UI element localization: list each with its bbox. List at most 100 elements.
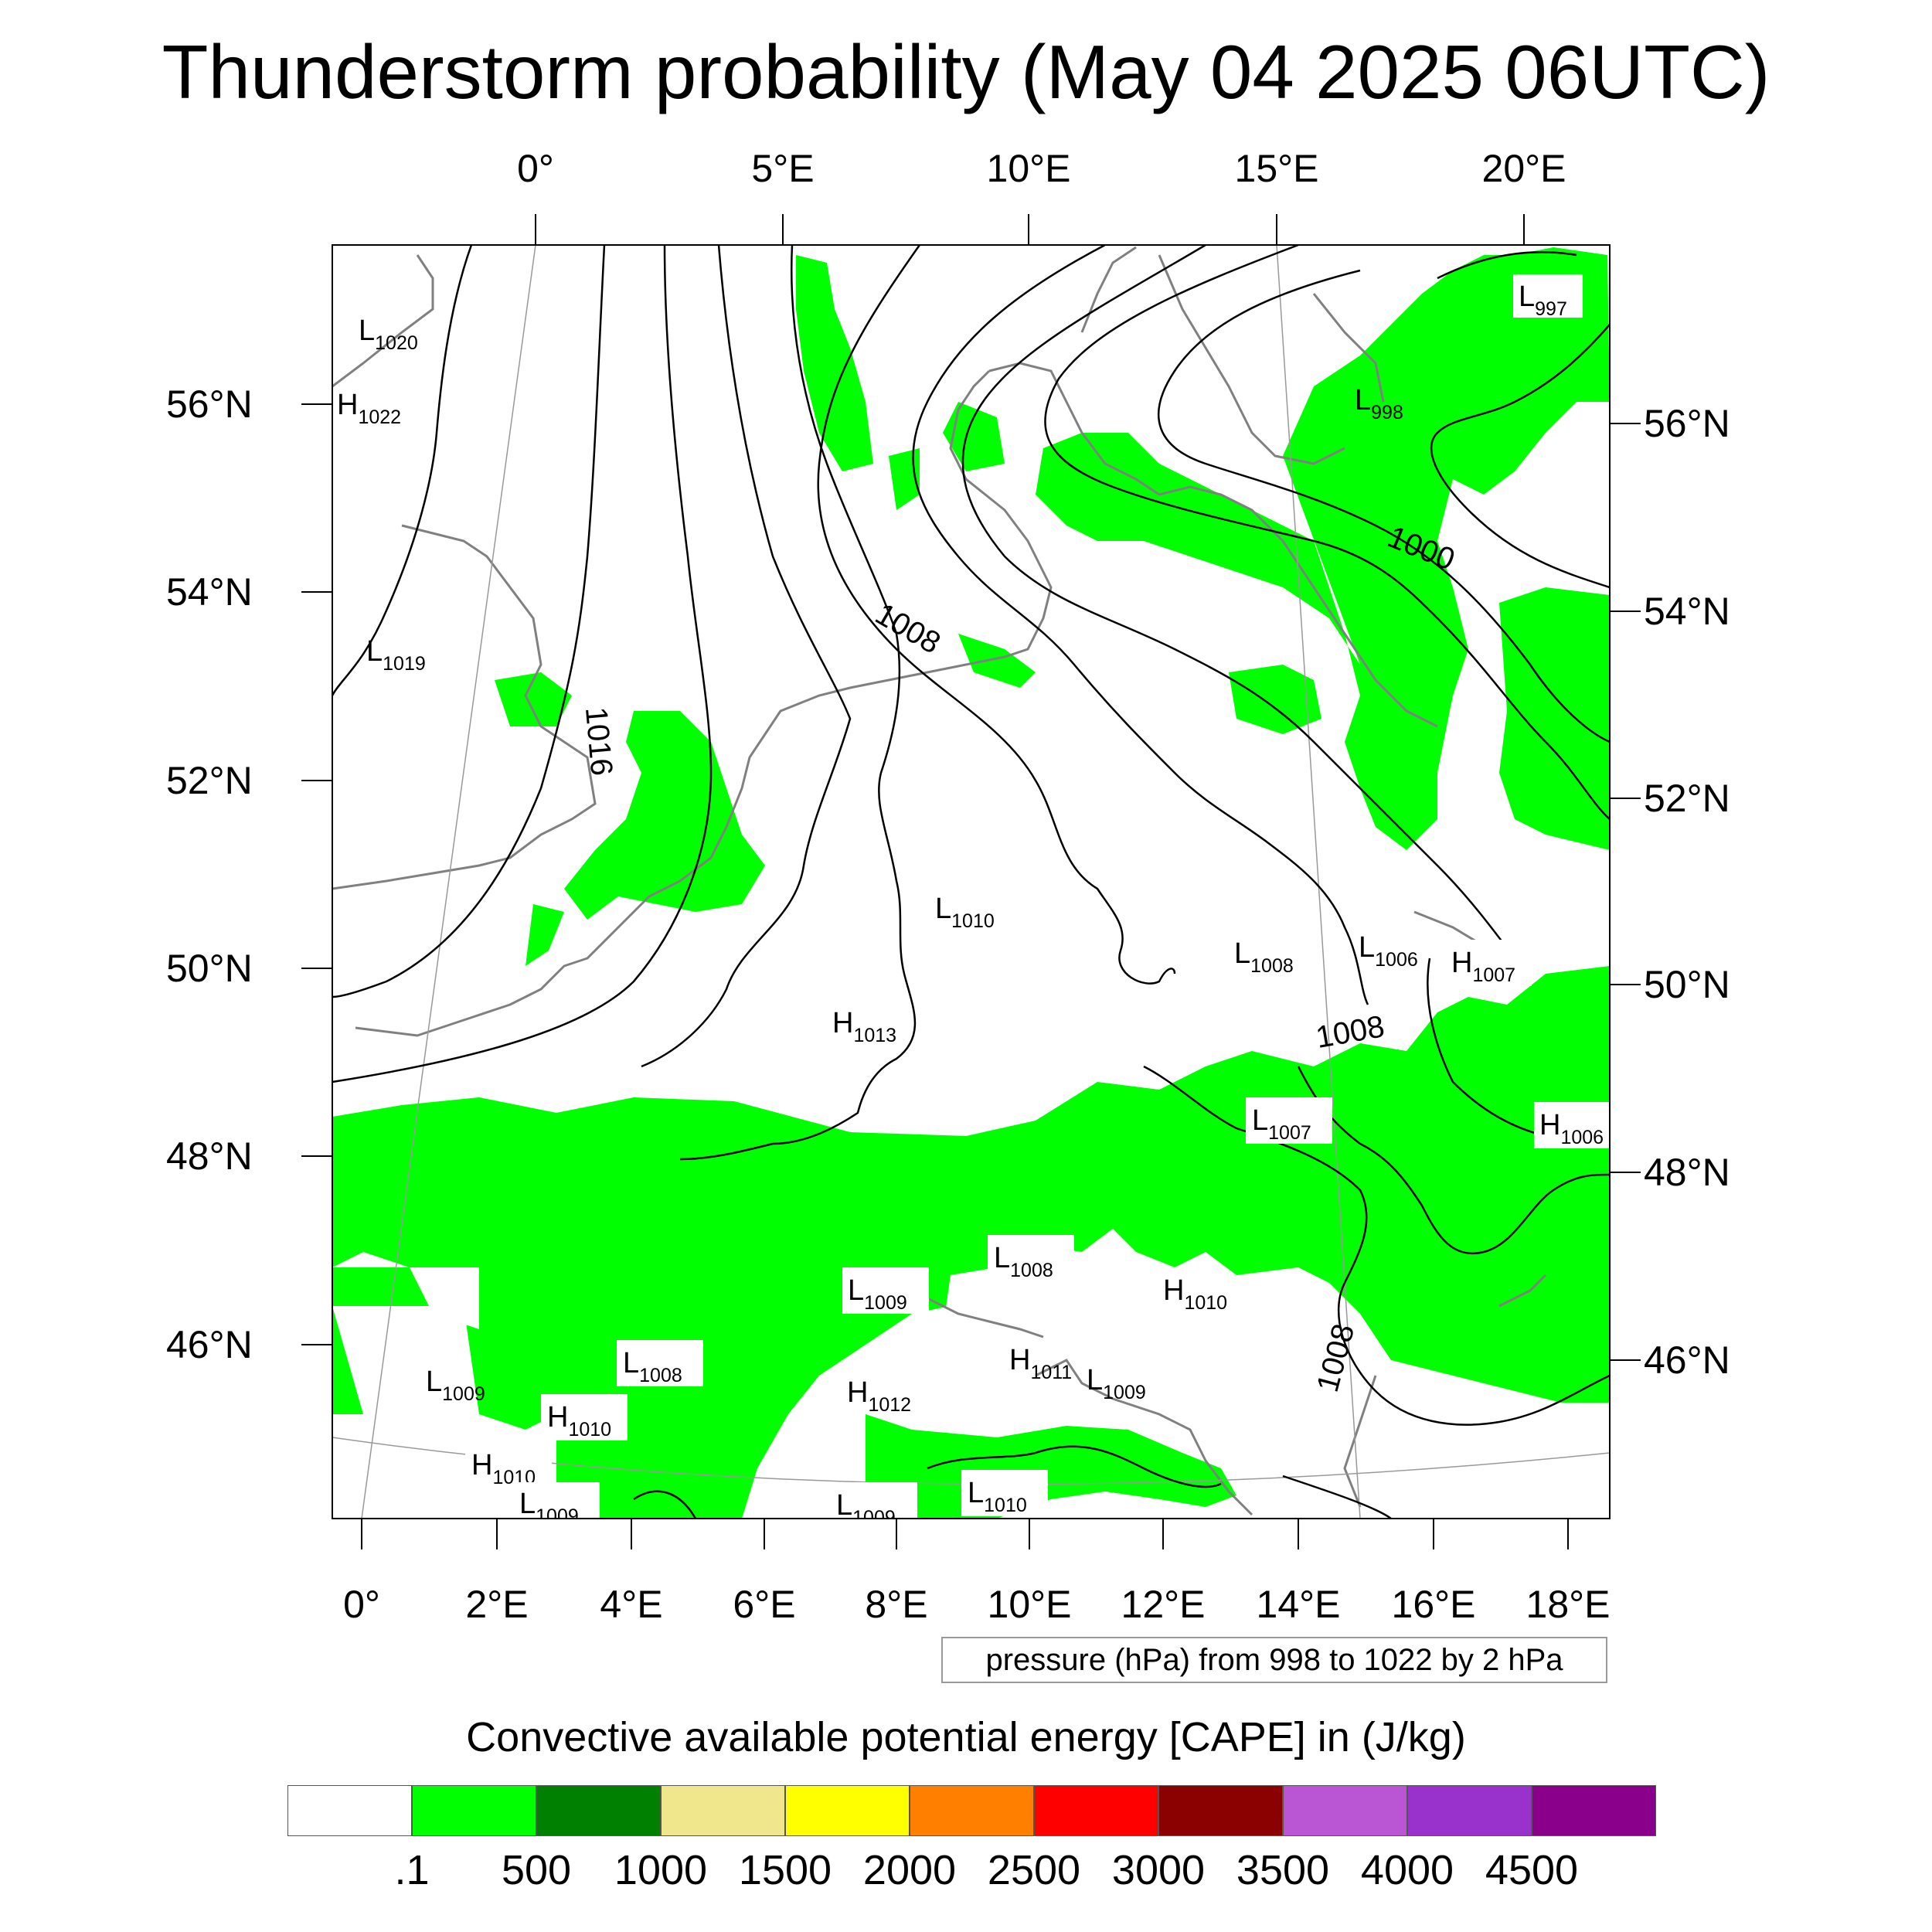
pressure-center-low: L1009 — [831, 1482, 917, 1529]
colorbar-swatch — [661, 1785, 785, 1836]
right-lat-label: 48°N — [1644, 1151, 1730, 1194]
colorbar-swatch — [536, 1785, 661, 1836]
left-lat-label: 56°N — [166, 383, 253, 426]
center-value: 1009 — [864, 1292, 907, 1314]
top-lon-label: 20°E — [1481, 147, 1566, 190]
center-value: 1007 — [1472, 964, 1515, 986]
center-type: H — [1009, 1344, 1030, 1376]
center-value: 1022 — [358, 406, 401, 428]
center-type: L — [848, 1274, 864, 1307]
center-value: 1008 — [639, 1365, 682, 1386]
center-type: L — [1252, 1104, 1268, 1137]
center-value: 1009 — [442, 1383, 485, 1405]
colorbar-swatch — [1158, 1785, 1283, 1836]
center-value: 1009 — [852, 1507, 896, 1529]
center-type: L — [366, 635, 383, 668]
center-value: 1010 — [568, 1419, 611, 1440]
pressure-center-high: H1010 — [541, 1394, 628, 1440]
center-value: 998 — [1371, 402, 1403, 423]
center-type: H — [1539, 1109, 1560, 1141]
center-type: L — [836, 1489, 852, 1522]
colorbar-tick-label: 1500 — [738, 1847, 832, 1893]
center-value: 997 — [1535, 298, 1567, 320]
colorbar-swatch — [910, 1785, 1034, 1836]
pressure-center-low: L1009 — [426, 1366, 485, 1405]
colorbar-tick-label: .1 — [394, 1847, 430, 1893]
isobar-label: 1008 — [1311, 1321, 1362, 1396]
pressure-center-low: L997 — [1513, 274, 1583, 320]
pressure-center-low: L1010 — [961, 1470, 1048, 1516]
svg-text:L1008: L1008 — [1234, 937, 1294, 977]
left-lat-label: 48°N — [166, 1134, 253, 1178]
center-type: H — [337, 389, 358, 421]
svg-text:L1010: L1010 — [968, 1477, 1027, 1516]
svg-text:H1013: H1013 — [832, 1007, 896, 1046]
left-lat-label: 46°N — [166, 1323, 253, 1366]
center-type: L — [623, 1347, 639, 1379]
center-value: 1020 — [375, 332, 418, 354]
svg-text:H1011: H1011 — [1009, 1344, 1072, 1383]
center-value: 1006 — [1560, 1127, 1604, 1148]
bottom-lon-label: 2°E — [465, 1583, 529, 1626]
center-type: L — [935, 893, 951, 925]
colorbar-tick-label: 2500 — [987, 1847, 1081, 1893]
center-value: 1019 — [383, 653, 426, 675]
bottom-lon-label: 18°E — [1526, 1583, 1611, 1626]
bottom-lon-label: 14°E — [1256, 1583, 1341, 1626]
center-type: L — [426, 1366, 442, 1398]
svg-text:L998: L998 — [1355, 384, 1403, 423]
left-lat-label: 54°N — [166, 570, 253, 614]
top-lon-label: 10°E — [986, 147, 1071, 190]
center-type: L — [968, 1477, 984, 1509]
colorbar-swatch — [412, 1785, 536, 1836]
pressure-center-high: H1010 — [1163, 1274, 1227, 1314]
pressure-center-low: L1019 — [366, 635, 426, 675]
svg-text:H1007: H1007 — [1451, 947, 1515, 986]
center-value: 1006 — [1375, 949, 1418, 971]
center-type: L — [359, 315, 375, 347]
center-type: L — [994, 1242, 1010, 1274]
center-type: L — [1087, 1364, 1103, 1396]
top-lon-label: 0° — [517, 147, 554, 190]
center-value: 1013 — [853, 1025, 896, 1046]
svg-text:L1009: L1009 — [1087, 1364, 1146, 1403]
pressure-center-low: L1008 — [617, 1340, 703, 1386]
colorbar-tick-label: 4000 — [1360, 1847, 1454, 1893]
svg-text:H1010: H1010 — [1163, 1274, 1227, 1314]
svg-text:H1012: H1012 — [847, 1376, 911, 1416]
pressure-center-low: L1007 — [1246, 1097, 1332, 1144]
pressure-center-high: H1006 — [1534, 1102, 1610, 1148]
colorbar-swatch — [1532, 1785, 1656, 1836]
center-value: 1010 — [984, 1495, 1027, 1516]
pressure-center-high: H1022 — [337, 389, 401, 428]
svg-text:L1009: L1009 — [426, 1366, 485, 1405]
center-value: 1009 — [536, 1505, 579, 1527]
center-value: 1011 — [1030, 1362, 1072, 1383]
colorbar-tick-label: 500 — [501, 1847, 572, 1893]
svg-text:L997: L997 — [1519, 281, 1567, 320]
colorbar-swatch — [1283, 1785, 1407, 1836]
axis-ticks — [301, 214, 1641, 1549]
pressure-center-low: L1009 — [513, 1482, 600, 1527]
svg-text:L1019: L1019 — [366, 635, 426, 675]
bottom-lon-label: 6°E — [733, 1583, 796, 1626]
pressure-center-high: H1013 — [832, 1007, 896, 1046]
pressure-center-high: H1012 — [847, 1376, 911, 1416]
right-lat-label: 54°N — [1644, 590, 1730, 633]
svg-text:L1008: L1008 — [994, 1242, 1053, 1281]
pressure-center-high: H1007 — [1445, 940, 1532, 986]
bottom-lon-label: 0° — [343, 1583, 380, 1626]
pressure-center-low: L1020 — [359, 315, 418, 354]
center-value: 1008 — [1010, 1260, 1053, 1281]
pressure-center-low: L1008 — [1234, 937, 1294, 977]
figure-title: Thunderstorm probability (May 04 2025 06… — [162, 29, 1770, 114]
center-type: H — [832, 1007, 853, 1039]
cape-field — [332, 247, 1610, 1519]
left-lat-label: 52°N — [166, 759, 253, 802]
isobar-label: 1016 — [579, 706, 619, 777]
bottom-lon-label: 12°E — [1121, 1583, 1206, 1626]
center-value: 1008 — [1250, 955, 1294, 977]
colorbar-tick-label: 2000 — [862, 1847, 957, 1893]
colorbar-swatch — [785, 1785, 910, 1836]
